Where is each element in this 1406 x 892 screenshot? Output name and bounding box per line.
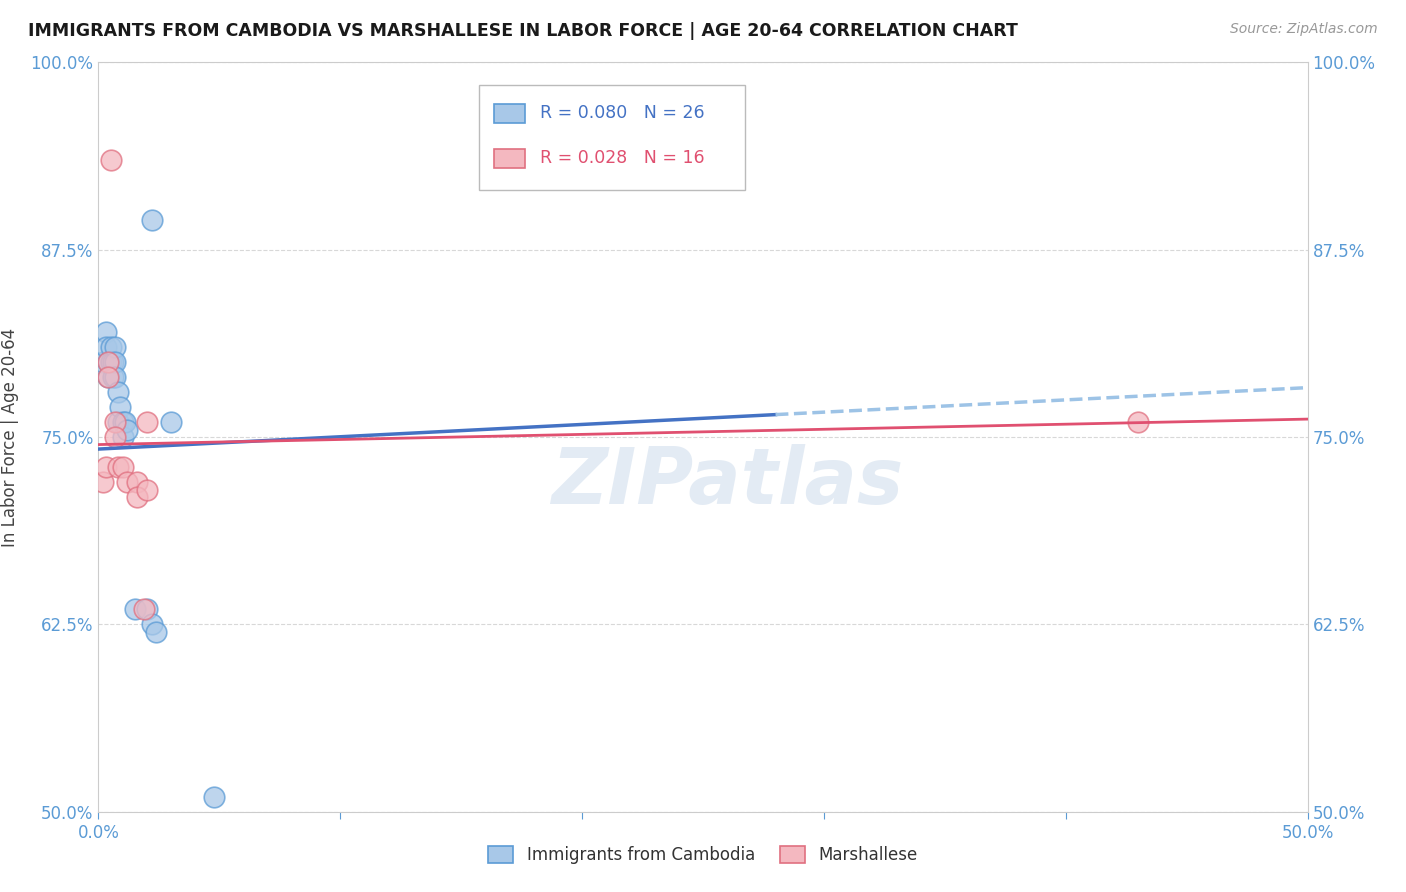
- Text: IMMIGRANTS FROM CAMBODIA VS MARSHALLESE IN LABOR FORCE | AGE 20-64 CORRELATION C: IMMIGRANTS FROM CAMBODIA VS MARSHALLESE …: [28, 22, 1018, 40]
- Point: [108, 400, 131, 414]
- Point: [134, 602, 156, 616]
- Point: [141, 212, 163, 227]
- Point: [104, 415, 127, 429]
- Point: [104, 370, 127, 384]
- FancyBboxPatch shape: [494, 149, 526, 168]
- Point: [107, 460, 129, 475]
- Point: [101, 355, 124, 369]
- Point: [204, 789, 226, 804]
- Point: [97, 370, 120, 384]
- Point: [1128, 415, 1150, 429]
- Point: [135, 415, 157, 429]
- Point: [101, 370, 124, 384]
- Point: [94, 340, 117, 354]
- Point: [97, 355, 120, 369]
- Point: [141, 617, 163, 632]
- Point: [104, 340, 127, 354]
- Point: [97, 355, 120, 369]
- Point: [91, 355, 114, 369]
- Point: [135, 483, 157, 497]
- Point: [107, 385, 129, 400]
- Point: [100, 153, 122, 167]
- FancyBboxPatch shape: [479, 85, 745, 190]
- Point: [111, 430, 134, 444]
- Point: [127, 490, 149, 504]
- Point: [100, 340, 122, 354]
- Point: [145, 624, 167, 639]
- Point: [117, 423, 139, 437]
- Point: [104, 430, 127, 444]
- Text: R = 0.028   N = 16: R = 0.028 N = 16: [540, 149, 704, 168]
- FancyBboxPatch shape: [494, 103, 526, 123]
- Point: [107, 415, 129, 429]
- Text: Source: ZipAtlas.com: Source: ZipAtlas.com: [1230, 22, 1378, 37]
- Point: [94, 325, 117, 339]
- Point: [100, 355, 122, 369]
- Point: [127, 475, 149, 489]
- Point: [135, 602, 157, 616]
- Point: [111, 460, 134, 475]
- Text: ZIPatlas: ZIPatlas: [551, 444, 903, 520]
- Point: [97, 370, 120, 384]
- Point: [94, 460, 117, 475]
- Point: [91, 475, 114, 489]
- Point: [160, 415, 183, 429]
- Point: [111, 415, 134, 429]
- Point: [117, 475, 139, 489]
- Y-axis label: In Labor Force | Age 20-64: In Labor Force | Age 20-64: [1, 327, 20, 547]
- Point: [124, 602, 146, 616]
- Point: [114, 415, 136, 429]
- Legend: Immigrants from Cambodia, Marshallese: Immigrants from Cambodia, Marshallese: [482, 839, 924, 871]
- Text: R = 0.080   N = 26: R = 0.080 N = 26: [540, 104, 704, 122]
- Point: [104, 355, 127, 369]
